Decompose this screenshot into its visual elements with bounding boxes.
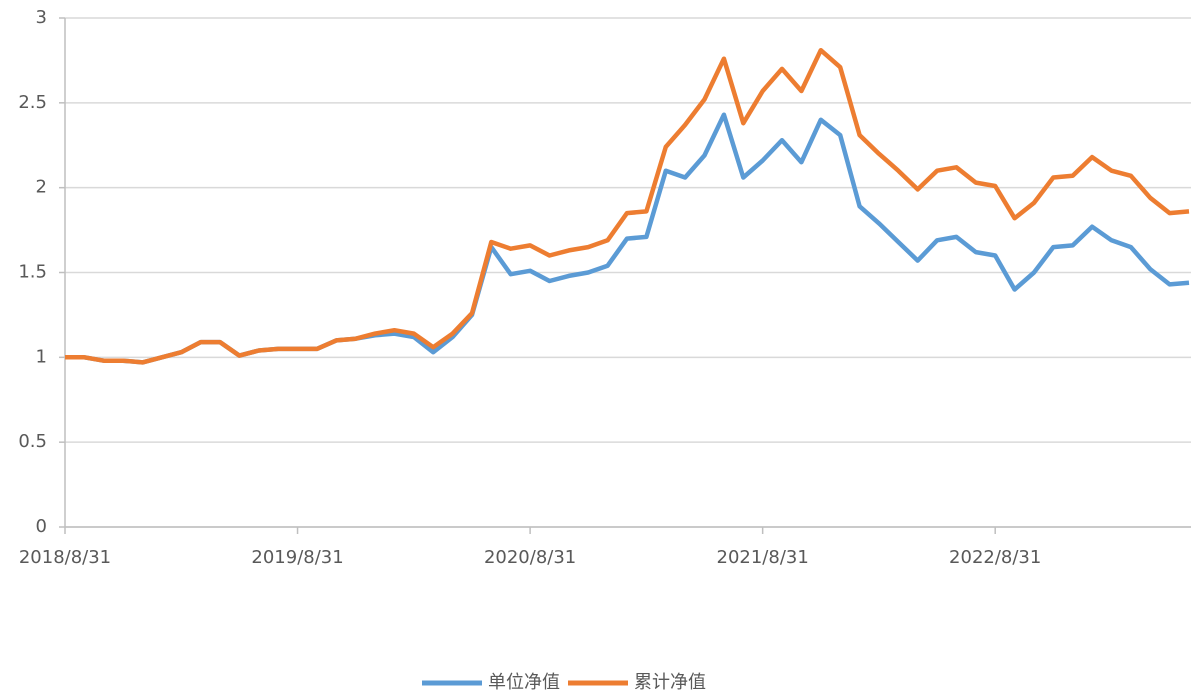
x-tick-label: 2020/8/31 xyxy=(484,547,576,568)
y-tick-label: 2 xyxy=(36,177,47,198)
x-tick-label: 2022/8/31 xyxy=(949,547,1041,568)
y-tick-label: 2.5 xyxy=(18,92,47,113)
legend-label: 累计净值 xyxy=(634,672,706,693)
y-tick-label: 0 xyxy=(36,516,47,537)
series-line xyxy=(65,112,1190,365)
series-line xyxy=(65,47,1190,365)
legend-label: 单位净值 xyxy=(488,672,560,693)
y-tick-label: 0.5 xyxy=(18,431,47,452)
x-tick-label: 2019/8/31 xyxy=(251,547,343,568)
x-tick-label: 2018/8/31 xyxy=(19,547,111,568)
y-tick-label: 3 xyxy=(36,7,47,28)
x-tick-label: 2021/8/31 xyxy=(717,547,809,568)
y-tick-label: 1.5 xyxy=(18,262,47,283)
y-tick-label: 1 xyxy=(36,346,47,367)
